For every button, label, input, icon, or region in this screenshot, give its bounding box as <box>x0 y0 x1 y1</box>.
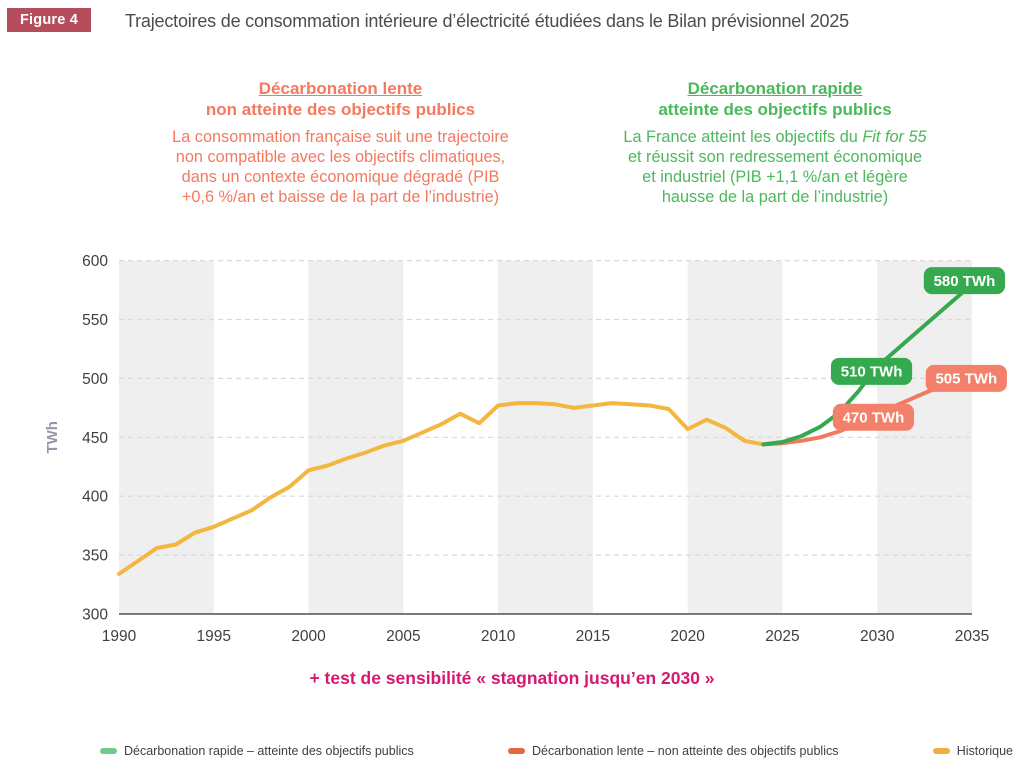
data-label-badge <box>925 364 1007 392</box>
x-tick-label: 2005 <box>386 628 420 645</box>
scenario-fast-body-text: La France atteint les objectifs du <box>623 128 863 146</box>
scenario-slow-description: Décarbonation lente non atteinte des obj… <box>108 78 573 207</box>
legend-swatch-rapide-icon <box>100 748 117 754</box>
x-tick-label: 2030 <box>860 628 895 645</box>
data-label-text: 580 TWh <box>934 273 996 290</box>
data-label-text: 470 TWh <box>843 409 905 426</box>
scenario-fast-body-text2: et réussit son redressement économique e… <box>627 148 923 206</box>
y-tick-label: 450 <box>82 430 108 447</box>
legend-item-rapide: Décarbonation rapide – atteinte des obje… <box>100 744 414 758</box>
sensitivity-note: + test de sensibilité « stagnation jusqu… <box>309 668 715 688</box>
historical-line <box>117 401 766 576</box>
y-tick-label: 600 <box>82 253 108 270</box>
y-tick-label: 400 <box>82 489 108 506</box>
data-label-text: 505 TWh <box>935 371 997 388</box>
data-label-text: 510 TWh <box>841 364 903 381</box>
consumption-chart: 300 350 400 450 500 550 600 1990 1995 2000 2005 201… <box>44 253 1007 645</box>
y-tick-label: 500 <box>82 371 108 388</box>
scenario-fast-heading: Décarbonation rapide <box>687 79 863 98</box>
legend-label-rapide: Décarbonation rapide – atteinte des obje… <box>124 744 414 758</box>
legend-swatch-historique-icon <box>932 748 950 754</box>
x-tick-label: 1990 <box>102 628 137 645</box>
x-tick-label: 2035 <box>955 628 989 645</box>
scenario-slow-heading: Décarbonation lente <box>258 79 423 98</box>
data-label-badge <box>830 357 913 385</box>
scenario-slow-subheading: non atteinte des objectifs publics <box>205 100 476 119</box>
scenario-slow-body: La consommation française suit une traje… <box>172 128 509 206</box>
scenario-fast-subheading: atteinte des objectifs publics <box>658 100 892 119</box>
y-tick-label: 300 <box>82 607 108 624</box>
y-axis-label: TWh <box>44 421 61 453</box>
x-tick-label: 2025 <box>765 628 799 645</box>
legend-label-historique: Historique <box>956 744 1013 758</box>
chart-legend: Décarbonation rapide – atteinte des obje… <box>100 744 1013 758</box>
y-tick-label: 350 <box>82 548 108 565</box>
x-tick-label: 2010 <box>481 628 516 645</box>
x-tick-label: 1995 <box>197 628 231 645</box>
legend-item-lente: Décarbonation lente – non atteinte des o… <box>508 744 838 758</box>
x-tick-label: 2020 <box>670 628 705 645</box>
legend-swatch-lente-icon <box>508 748 526 754</box>
fit-for-55-italic: Fit for 55 <box>862 128 927 146</box>
x-tick-label: 2000 <box>291 628 326 645</box>
figure-number-badge: Figure 4 <box>7 8 91 32</box>
data-label-badge <box>923 267 1006 295</box>
scenario-fast-description: Décarbonation rapide atteinte des object… <box>575 78 975 207</box>
scenario-fast-body: La France atteint les objectifs du Fit f… <box>575 127 975 207</box>
data-label-badge <box>832 403 915 431</box>
y-tick-label: 550 <box>82 312 108 329</box>
legend-label-lente: Décarbonation lente – non atteinte des o… <box>532 744 839 758</box>
x-tick-label: 2015 <box>576 628 610 645</box>
legend-item-historique: Historique <box>932 744 1013 758</box>
page-title: Trajectoires de consommation intérieure … <box>125 11 849 31</box>
